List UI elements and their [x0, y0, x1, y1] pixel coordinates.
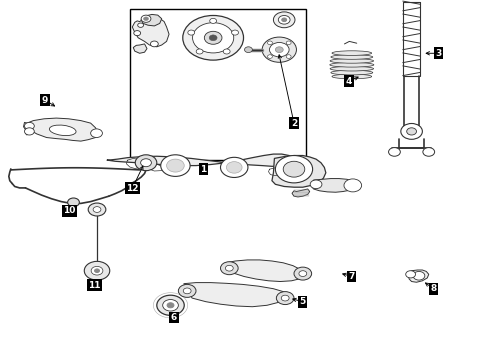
Text: 1: 1 — [200, 165, 206, 174]
Circle shape — [220, 262, 238, 275]
Polygon shape — [226, 260, 304, 282]
Polygon shape — [132, 16, 169, 47]
Ellipse shape — [331, 55, 373, 59]
Polygon shape — [25, 118, 98, 141]
Circle shape — [223, 49, 230, 54]
Text: 9: 9 — [42, 95, 49, 104]
Circle shape — [141, 159, 151, 167]
Circle shape — [150, 41, 158, 47]
Circle shape — [134, 31, 141, 36]
Circle shape — [220, 157, 248, 177]
Circle shape — [423, 148, 435, 156]
Circle shape — [141, 15, 151, 22]
Circle shape — [163, 300, 178, 311]
Circle shape — [93, 207, 101, 212]
Text: 8: 8 — [431, 284, 437, 293]
Circle shape — [68, 198, 79, 207]
Circle shape — [196, 49, 203, 54]
Polygon shape — [408, 270, 429, 282]
Circle shape — [183, 15, 244, 60]
Circle shape — [276, 292, 294, 305]
Circle shape — [167, 303, 174, 308]
Circle shape — [294, 267, 312, 280]
Circle shape — [84, 261, 110, 280]
Polygon shape — [107, 154, 294, 166]
Circle shape — [275, 47, 283, 53]
Circle shape — [401, 123, 422, 139]
Circle shape — [268, 55, 272, 58]
Text: 6: 6 — [171, 313, 177, 322]
Circle shape — [24, 128, 34, 135]
Text: 11: 11 — [88, 281, 101, 289]
Ellipse shape — [331, 70, 373, 75]
Circle shape — [310, 180, 322, 189]
Ellipse shape — [330, 59, 373, 63]
Polygon shape — [133, 44, 147, 53]
Circle shape — [135, 155, 157, 171]
Circle shape — [406, 271, 416, 278]
Bar — [130, 9, 306, 160]
Ellipse shape — [49, 125, 76, 136]
Circle shape — [225, 265, 233, 271]
Circle shape — [226, 162, 242, 173]
Circle shape — [268, 41, 272, 45]
Circle shape — [210, 18, 217, 23]
Circle shape — [299, 271, 307, 276]
Circle shape — [88, 203, 106, 216]
Circle shape — [278, 15, 290, 24]
Circle shape — [270, 42, 289, 57]
Circle shape — [407, 128, 416, 135]
Circle shape — [413, 271, 425, 280]
Text: 10: 10 — [63, 206, 76, 215]
Circle shape — [389, 148, 400, 156]
Circle shape — [245, 47, 252, 53]
Circle shape — [24, 122, 34, 130]
Circle shape — [344, 179, 362, 192]
Polygon shape — [141, 14, 162, 26]
Text: 3: 3 — [436, 49, 441, 58]
Circle shape — [262, 37, 296, 62]
Text: 4: 4 — [345, 77, 352, 85]
Text: 7: 7 — [348, 272, 355, 281]
Ellipse shape — [330, 63, 374, 67]
Text: 5: 5 — [300, 297, 306, 306]
Polygon shape — [184, 283, 288, 307]
Circle shape — [91, 129, 102, 138]
Circle shape — [167, 159, 184, 172]
Circle shape — [144, 17, 148, 21]
Text: 2: 2 — [291, 118, 297, 127]
Circle shape — [138, 23, 144, 27]
Circle shape — [161, 155, 190, 176]
Polygon shape — [292, 189, 310, 197]
Ellipse shape — [330, 66, 373, 71]
Polygon shape — [272, 156, 326, 187]
Circle shape — [193, 23, 234, 53]
Circle shape — [273, 12, 295, 28]
Circle shape — [209, 35, 217, 41]
Circle shape — [283, 161, 305, 177]
Circle shape — [275, 156, 313, 183]
Ellipse shape — [332, 51, 372, 55]
Circle shape — [286, 55, 291, 58]
Circle shape — [95, 269, 99, 273]
Circle shape — [157, 295, 184, 315]
Circle shape — [282, 18, 287, 22]
Circle shape — [188, 30, 195, 35]
Circle shape — [281, 295, 289, 301]
Ellipse shape — [332, 74, 372, 79]
Circle shape — [286, 41, 291, 45]
Text: 12: 12 — [126, 184, 139, 193]
Circle shape — [204, 31, 222, 44]
Polygon shape — [311, 179, 357, 192]
Circle shape — [183, 288, 191, 294]
Circle shape — [232, 30, 239, 35]
Circle shape — [178, 284, 196, 297]
Circle shape — [91, 266, 103, 275]
